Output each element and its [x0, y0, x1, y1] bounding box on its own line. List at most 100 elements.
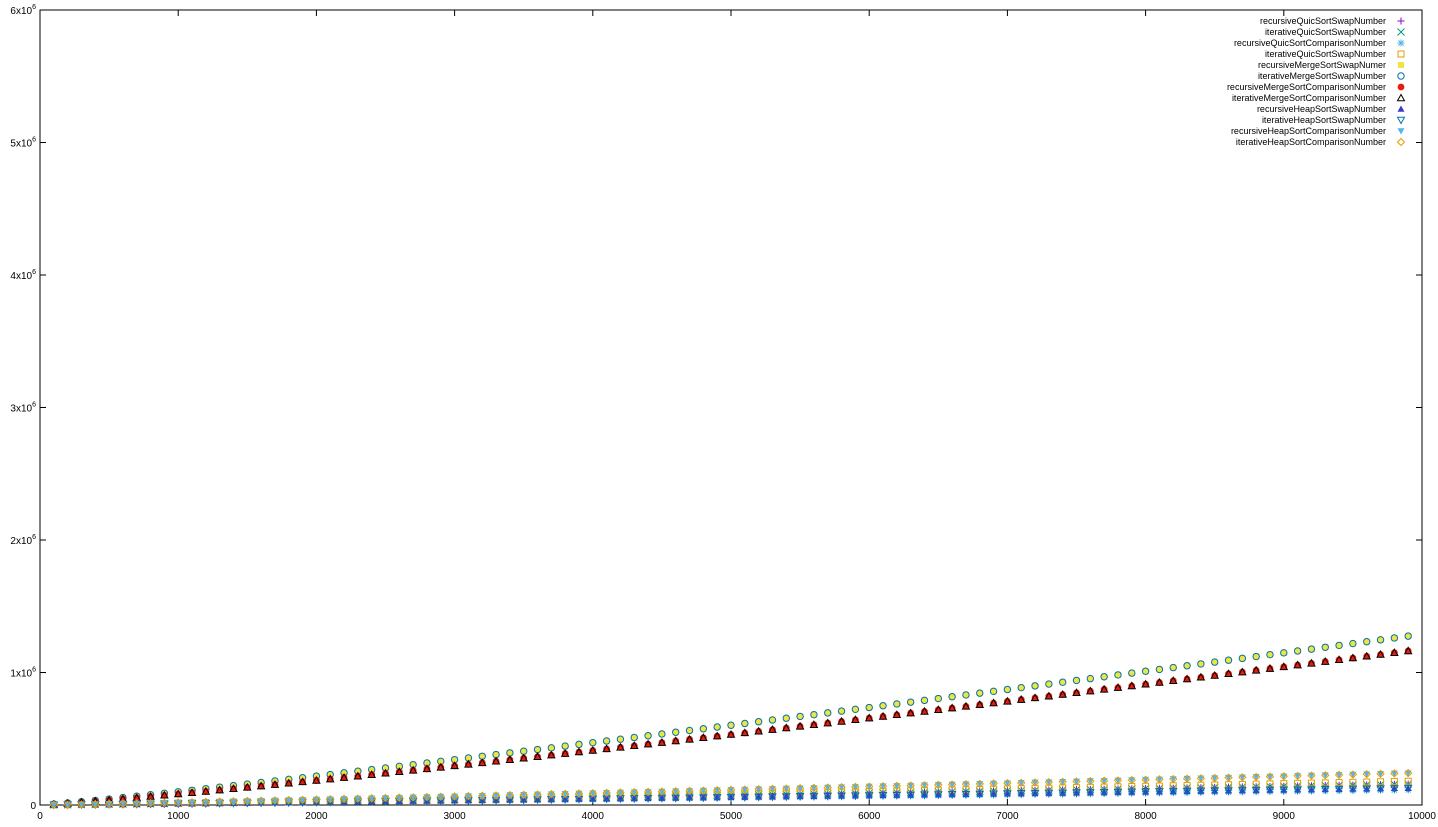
data-point [893, 711, 901, 719]
plot-border [39, 9, 1423, 806]
data-point [1072, 789, 1081, 798]
data-point [1390, 785, 1399, 793]
data-point [1390, 648, 1399, 656]
data-point [934, 780, 943, 790]
data-point [1032, 682, 1039, 689]
data-point [920, 696, 929, 705]
data-point [1182, 787, 1192, 796]
data-point [394, 767, 404, 776]
data-point [1349, 639, 1357, 648]
data-point [1210, 787, 1220, 796]
legend-label: iterativeMergeSortSwapNumber [1258, 71, 1386, 81]
data-point [782, 714, 790, 722]
data-point [810, 710, 818, 719]
data-point [1307, 658, 1316, 667]
data-point [754, 726, 763, 735]
data-point [298, 795, 307, 805]
data-point [1156, 666, 1163, 673]
x-tick-label: 4000 [582, 811, 605, 822]
data-point [893, 700, 901, 708]
legend-entry: recursiveQuicSortComparisonNumber [1234, 38, 1405, 48]
data-point [1405, 633, 1412, 640]
data-point [326, 794, 335, 804]
data-point [1390, 769, 1399, 778]
data-point [1237, 667, 1247, 676]
data-point [339, 773, 349, 781]
data-point [795, 793, 805, 801]
data-point [119, 795, 127, 803]
data-point [685, 726, 694, 735]
data-point [602, 737, 611, 745]
data-point [1377, 636, 1384, 643]
data-point [975, 700, 985, 708]
data-point [1335, 641, 1343, 650]
data-point [907, 699, 914, 706]
data-point [1265, 772, 1275, 781]
data-point [547, 789, 556, 799]
data-point [726, 729, 736, 738]
legend-entry: recursiveHeapSortSwapNumber [1257, 104, 1405, 114]
data-point [1362, 651, 1372, 660]
data-point [1293, 771, 1302, 781]
y-tick-label-base: 1x10 [10, 669, 32, 680]
data-point [270, 780, 280, 788]
data-point [464, 759, 473, 768]
data-point [353, 794, 363, 803]
data-point [685, 786, 694, 796]
data-point [616, 735, 625, 743]
data-point [1044, 777, 1054, 787]
data-point [1169, 677, 1177, 685]
legend-entry: recursiveMergeSortComparisonNumber [1227, 82, 1405, 92]
data-point [1044, 789, 1054, 798]
data-point [754, 718, 763, 726]
data-point [1030, 778, 1040, 787]
data-point [187, 788, 197, 796]
data-point [340, 774, 348, 781]
data-point [645, 732, 652, 739]
data-point [989, 687, 998, 696]
data-point [118, 799, 128, 808]
data-point [437, 763, 445, 771]
data-point [1335, 656, 1343, 664]
data-point [864, 713, 874, 722]
data-point [1197, 660, 1204, 667]
data-point [754, 785, 763, 794]
data-point [1280, 649, 1287, 656]
data-point [562, 743, 569, 750]
data-point [1322, 644, 1329, 651]
y-tick-label-exponent: 6 [32, 137, 36, 144]
series-11 [49, 768, 1413, 810]
data-point [1045, 680, 1053, 688]
data-point [91, 799, 100, 809]
data-point [146, 798, 155, 808]
data-point [1349, 778, 1357, 786]
data-point [1031, 682, 1039, 690]
data-point [1101, 673, 1108, 680]
data-point [1072, 676, 1081, 685]
data-point [354, 772, 362, 780]
data-point [160, 798, 169, 807]
data-point [1155, 665, 1164, 674]
data-point [809, 783, 819, 793]
data-point [408, 765, 418, 774]
data-point [395, 768, 403, 776]
data-point [1404, 777, 1412, 785]
data-point [354, 768, 361, 775]
data-point [658, 730, 665, 737]
data-point [451, 762, 458, 770]
series-4 [50, 633, 1412, 808]
data-point [1225, 657, 1232, 664]
data-point [741, 729, 749, 737]
data-point [1170, 664, 1177, 671]
data-point [132, 799, 141, 808]
x-tick-label: 10000 [1408, 811, 1436, 822]
y-tick-label-base: 3x10 [10, 404, 32, 415]
data-point [644, 740, 652, 748]
data-point [560, 789, 570, 799]
data-point [505, 790, 515, 800]
data-point [1266, 651, 1273, 658]
data-point [878, 791, 888, 800]
data-point [947, 780, 957, 789]
legend-marker [1398, 62, 1404, 68]
